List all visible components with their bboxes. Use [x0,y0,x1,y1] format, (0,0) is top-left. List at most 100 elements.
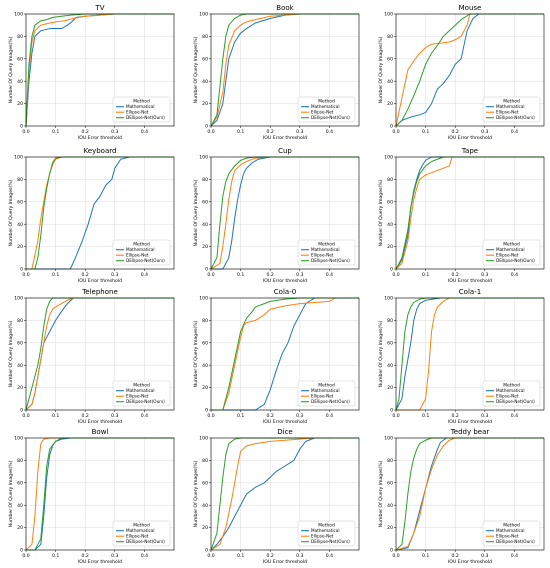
series-line-ellipse-net [210,437,315,551]
y-tick-label: 40 [387,363,393,369]
legend-box [482,96,541,123]
plot-frame [395,156,545,270]
x-tick-label: 0.0 [207,553,214,559]
panel-teddy-bear: 0.0 0.1 0.2 0.3 0.4 0 20 40 60 80 100 Teddy bear IOU… [378,428,545,565]
panel-telephone: 0.0 0.1 0.2 0.3 0.4 0 20 40 60 80 100 Telephone IOU … [8,288,175,425]
y-axis-label: Number Of Query Images(%) [378,320,384,387]
x-tick-label: 0.4 [511,129,518,135]
legend-label: DEllipse-Net(Ours) [496,258,535,263]
x-tick-label: 0.2 [267,129,274,135]
y-tick-label: 80 [387,34,393,40]
panel-title: Bowl [92,428,109,436]
y-tick-label: 40 [17,222,23,228]
y-axis-label: Number Of Query Images(%) [8,460,14,527]
series-line-ellipse-net [210,13,300,127]
y-axis-label: Number Of Query Images(%) [8,179,14,246]
x-axis-label: IOU Error threshold [448,278,492,284]
legend-box [112,239,171,266]
x-tick-label: 0.2 [452,129,459,135]
legend-label: Ellipse-Net [311,534,334,539]
panel-title: Cola-0 [274,288,296,296]
x-axis-label: IOU Error threshold [448,419,492,425]
legend-label: DEllipse-Net(Ours) [311,539,350,544]
series-line-ellipse-net [210,156,271,270]
y-tick-label: 60 [202,340,208,346]
panel-cola-0: 0.0 0.1 0.2 0.3 0.4 0 20 40 60 80 100 Cola-0 IOU Err… [193,288,360,425]
plot-frame [210,437,360,551]
x-axis-label: IOU Error threshold [448,559,492,565]
y-axis-label: Number Of Query Images(%) [193,179,199,246]
legend: MethodMathematicalEllipse-NetDEllipse-Ne… [482,239,541,266]
y-axis-label: Number Of Query Images(%) [378,179,384,246]
legend-title: Method [133,523,150,529]
series-line-ellipse-net [395,13,485,127]
y-tick-label: 0 [205,267,208,273]
y-tick-label: 40 [202,503,208,509]
x-tick-label: 0.2 [82,272,89,278]
x-tick-label: 0.0 [22,129,29,135]
plot-frame [25,437,175,551]
legend-label: Ellipse-Net [126,394,149,399]
y-axis-label: Number Of Query Images(%) [193,460,199,527]
plot-frame [210,13,360,127]
y-tick-label: 100 [199,436,208,442]
x-tick-label: 0.0 [392,553,399,559]
y-tick-label: 60 [387,199,393,205]
legend-title: Method [133,99,150,105]
x-tick-label: 0.2 [82,413,89,419]
y-tick-label: 0 [20,267,23,273]
y-tick-label: 20 [387,101,393,107]
y-tick-label: 20 [17,525,23,531]
x-tick-label: 0.2 [452,413,459,419]
y-tick-label: 100 [14,155,23,161]
x-tick-label: 0.3 [111,129,118,135]
y-tick-label: 40 [202,363,208,369]
x-tick-label: 0.1 [237,553,244,559]
y-tick-label: 80 [17,458,23,464]
series-line-mathematical [210,437,315,551]
legend-label: Ellipse-Net [126,253,149,258]
panel-mouse: 0.0 0.1 0.2 0.3 0.4 0 20 40 60 80 100 Mouse IOU Erro… [378,4,545,141]
series-line-ellipse-net [395,437,456,551]
legend-box [112,520,171,547]
x-tick-label: 0.3 [481,553,488,559]
legend-label: Mathematical [126,528,155,533]
plot-frame [395,13,545,127]
legend-label: DEllipse-Net(Ours) [311,258,350,263]
y-axis-label: Number Of Query Images(%) [8,36,14,103]
panel-keyboard: 0.0 0.1 0.2 0.3 0.4 0 20 40 60 80 100 Keyboard IOU E… [8,147,175,284]
legend-box [482,380,541,407]
x-tick-label: 0.3 [481,272,488,278]
plot-frame [25,13,175,127]
legend-label: DEllipse-Net(Ours) [311,399,350,404]
x-tick-label: 0.2 [452,272,459,278]
x-tick-label: 0.2 [267,553,274,559]
panel-title: Cup [278,147,292,155]
plot-frame [395,297,545,411]
y-tick-label: 0 [205,124,208,130]
panel-cup: 0.0 0.1 0.2 0.3 0.4 0 20 40 60 80 100 Cup IOU Error … [193,147,360,284]
y-tick-label: 100 [384,296,393,302]
x-axis-label: IOU Error threshold [78,135,122,141]
x-tick-label: 0.2 [82,129,89,135]
x-tick-label: 0.0 [392,272,399,278]
y-tick-label: 60 [17,340,23,346]
legend-label: DEllipse-Net(Ours) [126,258,165,263]
y-tick-label: 20 [387,244,393,250]
y-tick-label: 100 [199,296,208,302]
legend: MethodMathematicalEllipse-NetDEllipse-Ne… [112,239,171,266]
y-tick-label: 100 [14,436,23,442]
y-tick-label: 0 [20,548,23,554]
y-axis-label: Number Of Query Images(%) [193,36,199,103]
x-tick-label: 0.0 [22,272,29,278]
y-tick-label: 100 [384,436,393,442]
plot-frame [210,156,360,270]
series-line-ellipse-net [396,297,456,411]
x-tick-label: 0.0 [207,413,214,419]
y-tick-label: 60 [17,56,23,62]
legend-box [482,239,541,266]
panel-title: Keyboard [84,147,117,155]
legend-label: DEllipse-Net(Ours) [126,539,165,544]
legend: MethodMathematicalEllipse-NetDEllipse-Ne… [482,380,541,407]
